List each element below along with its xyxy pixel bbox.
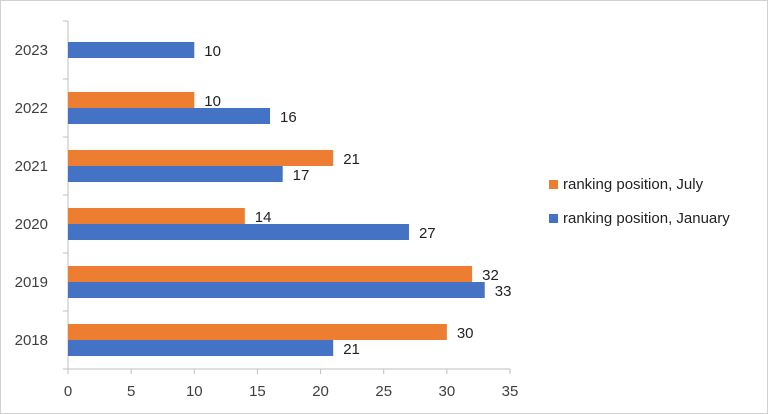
data-label: 30 <box>457 325 474 342</box>
x-tick-label: 25 <box>375 383 392 400</box>
bar-july <box>68 266 473 282</box>
legend-label: ranking position, July <box>563 176 704 193</box>
bar-january <box>68 108 271 124</box>
y-tick-label: 2022 <box>15 100 48 117</box>
bar-january <box>68 282 485 298</box>
x-tick-label: 20 <box>312 383 329 400</box>
x-tick-label: 0 <box>64 383 72 400</box>
legend-swatch <box>549 214 558 223</box>
data-label: 32 <box>482 267 499 284</box>
legend-swatch <box>549 180 558 189</box>
y-tick-label: 2020 <box>15 216 48 233</box>
data-label: 27 <box>419 225 436 242</box>
bar-january <box>68 42 195 58</box>
y-tick-label: 2019 <box>15 274 48 291</box>
bar-july <box>68 92 195 108</box>
y-tick-label: 2021 <box>15 158 48 175</box>
data-label: 33 <box>495 283 512 300</box>
x-tick-label: 35 <box>502 383 519 400</box>
data-label: 16 <box>280 109 297 126</box>
bar-july <box>68 208 245 224</box>
x-tick-label: 30 <box>439 383 456 400</box>
x-tick-label: 15 <box>249 383 266 400</box>
data-label: 10 <box>204 43 221 60</box>
y-tick-label: 2018 <box>15 332 48 349</box>
y-tick-label: 2023 <box>15 42 48 59</box>
bar-january <box>68 224 409 240</box>
data-label: 17 <box>293 167 310 184</box>
bar-january <box>68 166 283 182</box>
data-label: 21 <box>343 341 360 358</box>
x-tick-label: 5 <box>127 383 135 400</box>
bar-july <box>68 150 334 166</box>
bar-january <box>68 340 334 356</box>
data-label: 10 <box>204 93 221 110</box>
data-label: 14 <box>255 209 272 226</box>
data-label: 21 <box>343 151 360 168</box>
bar-july <box>68 324 447 340</box>
legend-label: ranking position, January <box>563 210 730 227</box>
x-tick-label: 10 <box>186 383 203 400</box>
